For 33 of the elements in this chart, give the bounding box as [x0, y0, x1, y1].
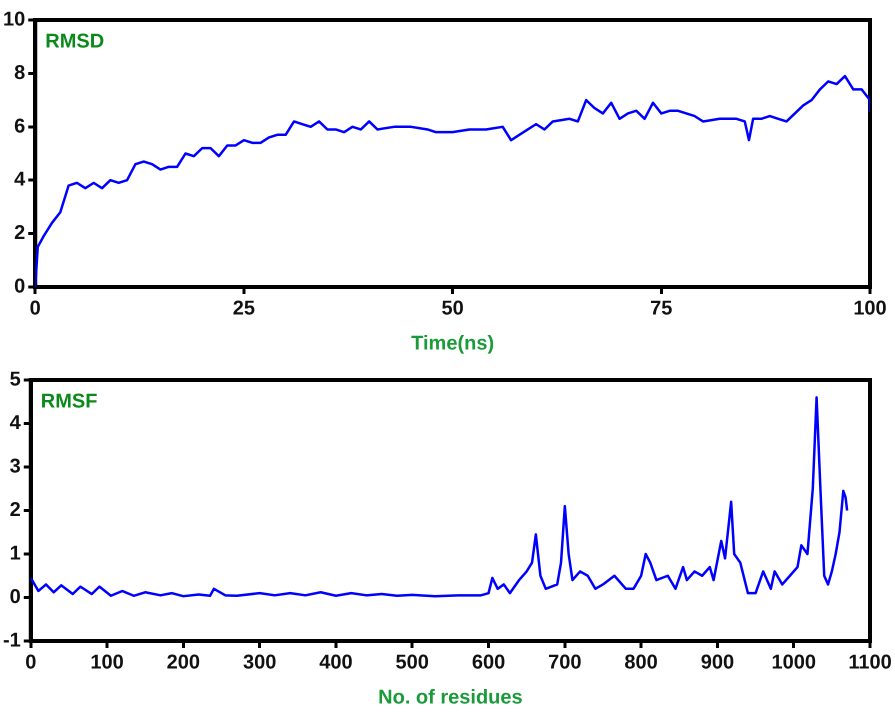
y-tick-label: 3: [10, 456, 21, 478]
annotation: RMSD: [45, 30, 104, 53]
x-tick-label: 1100: [848, 652, 892, 674]
x-tick-label: 300: [242, 652, 276, 674]
x-tick-label: 100: [853, 298, 887, 320]
y-tick-label: 1: [10, 542, 21, 565]
y-tick-label: 0: [14, 276, 26, 298]
y-tick-label: 10: [2, 8, 26, 31]
y-tick-label: 0: [10, 586, 21, 608]
x-tick-label: 600: [472, 652, 506, 674]
x-axis-title: Time(ns): [411, 332, 494, 355]
y-tick-label: 4: [10, 412, 22, 434]
y-tick-label: 5: [10, 368, 21, 391]
x-tick-label: 50: [442, 298, 464, 320]
x-tick-label: 900: [700, 652, 734, 674]
x-tick-label: 800: [624, 652, 658, 674]
x-tick-label: 500: [396, 652, 429, 674]
x-tick-label: 700: [548, 652, 582, 674]
y-tick-label: 8: [14, 62, 26, 84]
x-tick-label: 200: [166, 652, 200, 674]
x-axis-title: No. of residues: [378, 686, 523, 709]
y-tick-label: 2: [14, 222, 26, 244]
x-tick-label: 100: [90, 652, 124, 674]
annotation: RMSF: [40, 390, 98, 413]
y-tick-label: -1: [2, 630, 21, 652]
y-tick-label: 4: [14, 168, 26, 191]
x-tick-label: 25: [232, 298, 256, 320]
x-tick-label: 0: [30, 298, 41, 320]
y-tick-label: 2: [10, 499, 21, 522]
x-tick-label: 400: [319, 652, 353, 674]
x-tick-label: 75: [650, 298, 672, 320]
x-tick-label: 1000: [771, 652, 816, 674]
y-tick-label: 6: [14, 115, 26, 138]
